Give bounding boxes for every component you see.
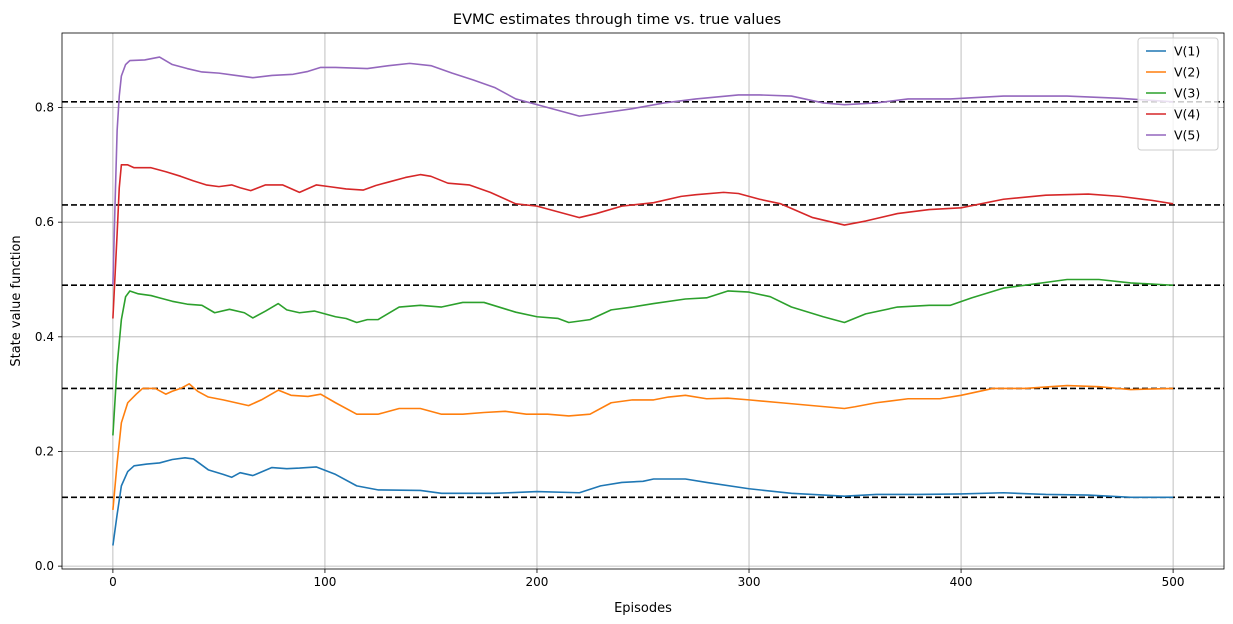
plot-frame xyxy=(61,32,1225,570)
x-tick-label: 400 xyxy=(950,575,973,589)
y-tick-label: 0.0 xyxy=(35,559,54,573)
y-axis-ticks: 0.0 0.2 0.4 0.6 0.8 xyxy=(35,101,62,573)
legend-label: V(5) xyxy=(1174,128,1200,143)
legend-label: V(3) xyxy=(1174,86,1200,101)
series-line-v5 xyxy=(112,56,1174,286)
legend-box xyxy=(1137,37,1219,151)
x-tick-label: 200 xyxy=(526,575,549,589)
legend-label: V(4) xyxy=(1174,107,1200,122)
series-line-v3 xyxy=(112,278,1174,436)
x-tick-label: 500 xyxy=(1162,575,1185,589)
y-tick-label: 0.2 xyxy=(35,444,54,458)
chart-title: EVMC estimates through time vs. true val… xyxy=(453,12,781,28)
legend-label: V(2) xyxy=(1174,65,1200,80)
x-axis-ticks: 0 100 200 300 400 500 xyxy=(109,569,1185,589)
legend: V(1) V(2) V(3) V(4) V(5) xyxy=(1137,37,1219,151)
series-line-v4 xyxy=(112,164,1174,319)
series-line-v1 xyxy=(112,456,1174,546)
x-axis-label: Episodes xyxy=(614,601,672,616)
x-tick-label: 300 xyxy=(738,575,761,589)
y-tick-label: 0.8 xyxy=(35,101,54,115)
series-line-v2 xyxy=(112,383,1174,511)
x-tick-label: 100 xyxy=(313,575,336,589)
y-tick-label: 0.6 xyxy=(35,215,54,229)
y-tick-label: 0.4 xyxy=(35,330,54,344)
y-axis-label: State value function xyxy=(9,235,24,366)
x-tick-label: 0 xyxy=(109,575,117,589)
series-lines xyxy=(112,56,1174,546)
legend-label: V(1) xyxy=(1174,44,1200,59)
